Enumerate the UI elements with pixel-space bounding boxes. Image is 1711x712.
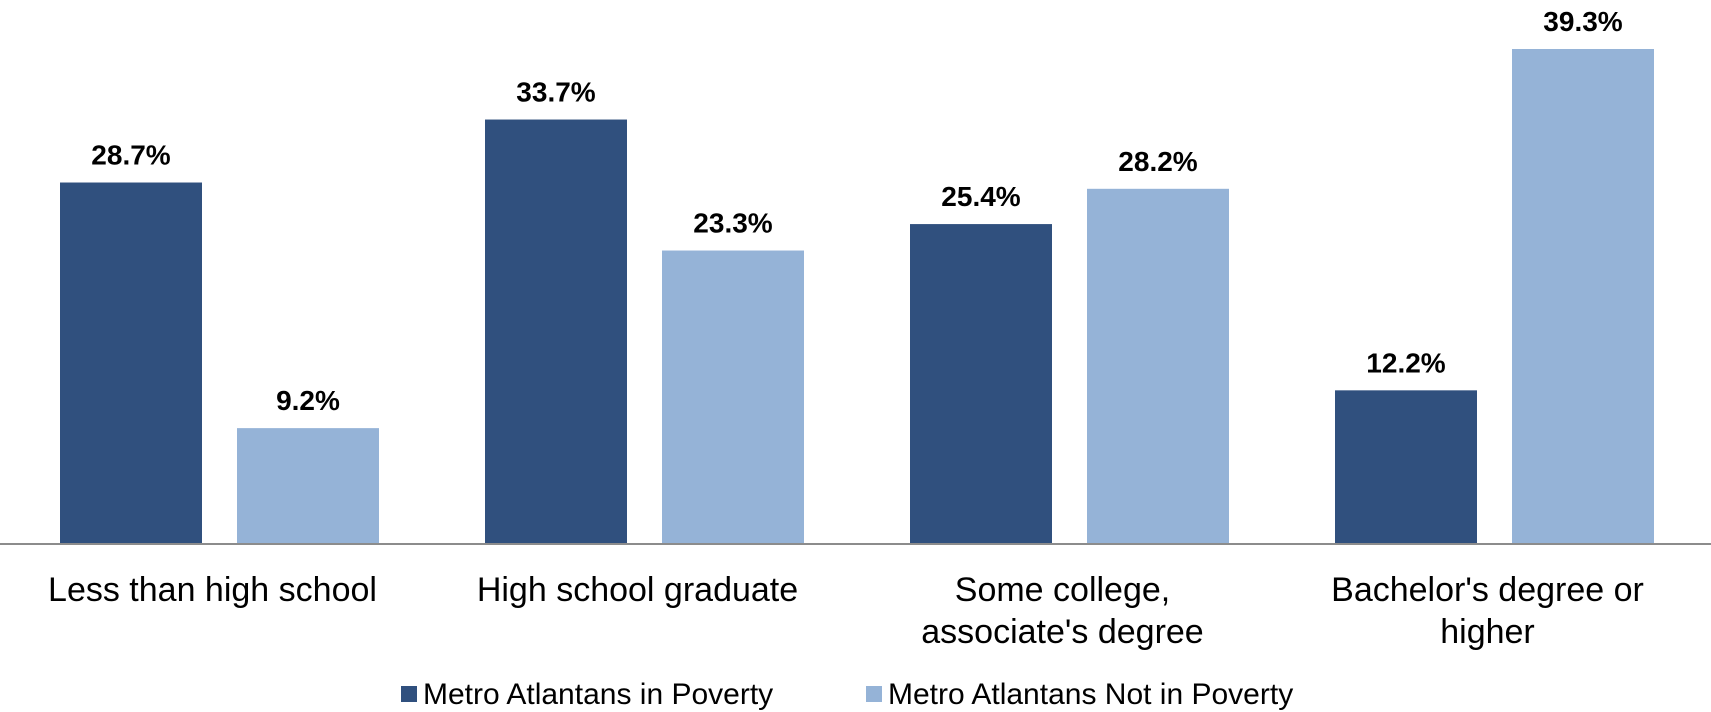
legend: Metro Atlantans in Poverty Metro Atlantan… bbox=[401, 678, 1293, 711]
data-label-0-3: 12.2% bbox=[1366, 347, 1445, 378]
data-label-0-2: 25.4% bbox=[941, 181, 1020, 212]
category-label-2-line-0: Some college, bbox=[955, 571, 1170, 609]
data-label-1-1: 23.3% bbox=[693, 208, 772, 239]
bar-not-in-poverty-1 bbox=[662, 250, 804, 544]
category-label-1-line-0: High school graduate bbox=[477, 571, 798, 609]
bars-group bbox=[60, 49, 1654, 545]
data-label-0-1: 33.7% bbox=[516, 77, 595, 108]
bar-in-poverty-3 bbox=[1335, 390, 1477, 544]
data-label-1-0: 9.2% bbox=[276, 385, 340, 416]
legend-swatch-1 bbox=[866, 686, 882, 702]
data-label-0-0: 28.7% bbox=[91, 140, 170, 171]
category-label-0-line-0: Less than high school bbox=[48, 571, 377, 609]
data-labels-group: 28.7% 9.2% 33.7% 23.3% 25.4% 28.2% 12.2% 39.3% bbox=[91, 6, 1622, 416]
bar-not-in-poverty-2 bbox=[1087, 188, 1229, 545]
bar-in-poverty-2 bbox=[910, 224, 1052, 544]
bar-not-in-poverty-3 bbox=[1512, 49, 1654, 544]
bar-in-poverty-0 bbox=[60, 182, 202, 544]
category-label-2-line-1: associate's degree bbox=[921, 613, 1203, 651]
legend-label-1: Metro Atlantans Not in Poverty bbox=[888, 678, 1293, 711]
legend-label-0: Metro Atlantans in Poverty bbox=[423, 678, 773, 711]
bar-not-in-poverty-0 bbox=[237, 428, 379, 544]
category-label-3-line-1: higher bbox=[1440, 613, 1535, 651]
category-labels-group: Less than high school High school graduat… bbox=[48, 571, 1644, 651]
category-label-3-line-0: Bachelor's degree or bbox=[1331, 571, 1644, 609]
legend-swatch-0 bbox=[401, 686, 417, 702]
data-label-1-3: 39.3% bbox=[1543, 6, 1622, 37]
data-label-1-2: 28.2% bbox=[1118, 146, 1197, 177]
bar-in-poverty-1 bbox=[485, 119, 627, 544]
